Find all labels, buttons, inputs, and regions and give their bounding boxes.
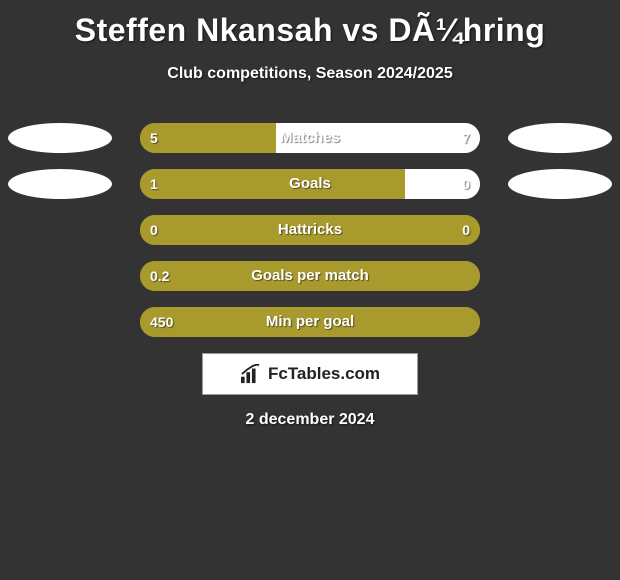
comparison-row: 00Hattricks xyxy=(0,215,620,245)
player-oval-left xyxy=(8,169,112,199)
bar-track: 450Min per goal xyxy=(140,307,480,337)
comparison-rows: 57Matches10Goals00Hattricks0.2Goals per … xyxy=(0,123,620,337)
bar-track: 0.2Goals per match xyxy=(140,261,480,291)
value-left: 1 xyxy=(150,169,158,199)
value-right: 0 xyxy=(462,215,470,245)
player-oval-right xyxy=(508,123,612,153)
comparison-row: 57Matches xyxy=(0,123,620,153)
bar-track: 10Goals xyxy=(140,169,480,199)
logo-box: FcTables.com xyxy=(202,353,418,395)
comparison-row: 10Goals xyxy=(0,169,620,199)
logo-text: FcTables.com xyxy=(268,364,380,384)
subtitle: Club competitions, Season 2024/2025 xyxy=(0,65,620,83)
date: 2 december 2024 xyxy=(0,411,620,429)
bar-left xyxy=(140,169,405,199)
bar-left xyxy=(140,123,276,153)
bar-left xyxy=(140,261,480,291)
comparison-row: 450Min per goal xyxy=(0,307,620,337)
page-title: Steffen Nkansah vs DÃ¼hring xyxy=(0,0,620,49)
comparison-row: 0.2Goals per match xyxy=(0,261,620,291)
player-oval-right xyxy=(508,169,612,199)
bar-left xyxy=(140,307,480,337)
bar-track: 57Matches xyxy=(140,123,480,153)
value-right: 7 xyxy=(462,123,470,153)
value-left: 0.2 xyxy=(150,261,169,291)
value-left: 450 xyxy=(150,307,173,337)
value-right: 0 xyxy=(462,169,470,199)
value-left: 0 xyxy=(150,215,158,245)
bar-track: 00Hattricks xyxy=(140,215,480,245)
value-left: 5 xyxy=(150,123,158,153)
bar-left xyxy=(140,215,480,245)
barchart-icon xyxy=(240,364,262,384)
player-oval-left xyxy=(8,123,112,153)
bar-right xyxy=(276,123,480,153)
